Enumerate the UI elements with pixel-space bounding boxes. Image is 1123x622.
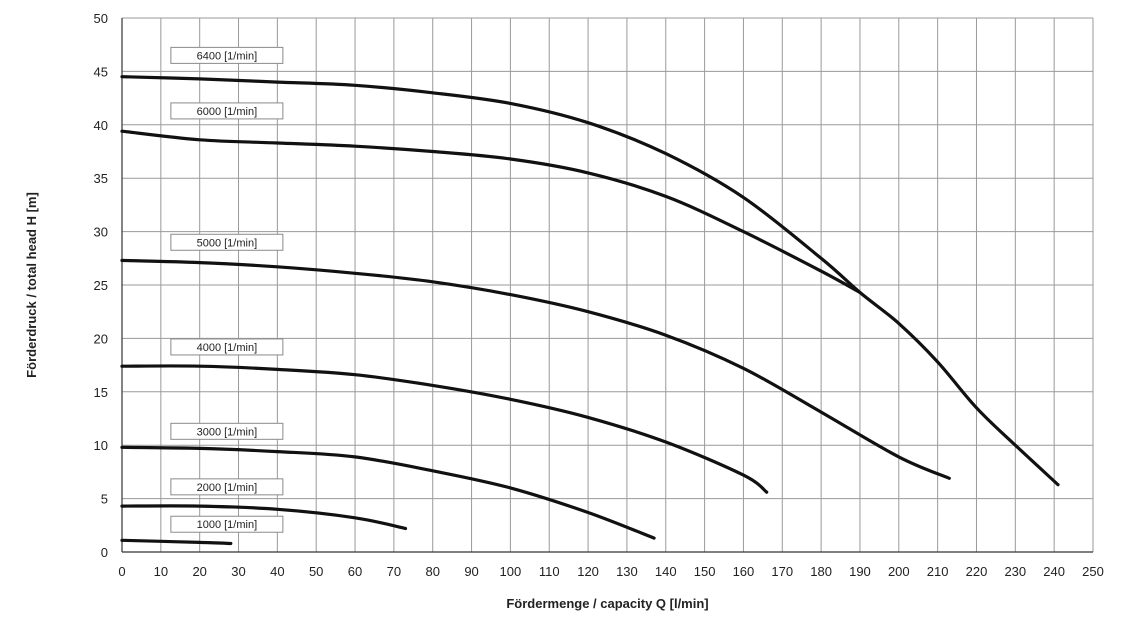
curve-label-text: 6400 [1/min] xyxy=(197,50,258,62)
curve-label-text: 4000 [1/min] xyxy=(197,342,258,354)
curve-label-6400: 6400 [1/min] xyxy=(170,46,284,64)
x-tick-label-4: 40 xyxy=(270,564,284,579)
x-tick-label-5: 50 xyxy=(309,564,323,579)
x-tick-label-22: 220 xyxy=(966,564,988,579)
x-tick-label-10: 100 xyxy=(500,564,522,579)
curve-5000-rpm xyxy=(120,258,951,480)
curve-2000-rpm xyxy=(120,504,408,531)
curve-label-box xyxy=(170,46,284,64)
curve-6000-rpm xyxy=(120,129,862,295)
curve-label-4000: 4000 [1/min] xyxy=(170,338,284,356)
y-axis-title: Förderdruck / total head H [m] xyxy=(24,192,39,378)
y-tick-label-6: 30 xyxy=(94,225,108,240)
x-tick-label-9: 90 xyxy=(464,564,478,579)
x-tick-label-2: 20 xyxy=(192,564,206,579)
curve-label-text: 1000 [1/min] xyxy=(197,519,258,531)
grid xyxy=(121,17,1094,553)
curve-label-box xyxy=(170,422,284,440)
curve-4000-rpm xyxy=(120,364,769,494)
x-tick-label-13: 130 xyxy=(616,564,638,579)
y-tick-label-10: 50 xyxy=(94,11,108,26)
curve-label-box xyxy=(170,233,284,251)
x-tick-label-6: 60 xyxy=(348,564,362,579)
x-tick-label-21: 210 xyxy=(927,564,949,579)
curve-3000-rpm xyxy=(120,445,656,540)
curve-label-box xyxy=(170,515,284,533)
y-tick-label-0: 0 xyxy=(101,545,108,560)
curve-label-1000: 1000 [1/min] xyxy=(170,515,284,533)
curve-label-box xyxy=(170,478,284,496)
y-tick-label-8: 40 xyxy=(94,118,108,133)
y-tick-label-4: 20 xyxy=(94,331,108,346)
curve-label-5000: 5000 [1/min] xyxy=(170,233,284,251)
y-tick-label-7: 35 xyxy=(94,171,108,186)
x-tick-label-24: 240 xyxy=(1043,564,1065,579)
curve-labels: 6400 [1/min] 6000 [1/min] 5000 [1/min] 4000… xyxy=(170,46,284,533)
x-tick-label-7: 70 xyxy=(387,564,401,579)
curves xyxy=(120,75,1060,546)
x-tick-label-16: 160 xyxy=(733,564,755,579)
x-tick-label-14: 140 xyxy=(655,564,677,579)
x-axis-ticks: 0 10 20 30 40 50 60 70 80 90 100 110 120 130 140 150 160… xyxy=(118,564,1103,579)
y-tick-label-1: 5 xyxy=(101,492,108,507)
x-axis-title: Fördermenge / capacity Q [l/min] xyxy=(506,596,708,611)
x-tick-label-25: 250 xyxy=(1082,564,1104,579)
curve-label-text: 3000 [1/min] xyxy=(197,426,258,438)
x-tick-label-11: 110 xyxy=(539,564,560,579)
curve-label-text: 6000 [1/min] xyxy=(197,106,258,118)
x-tick-label-15: 150 xyxy=(694,564,716,579)
x-tick-label-23: 230 xyxy=(1004,564,1026,579)
y-tick-label-3: 15 xyxy=(94,385,108,400)
x-tick-label-19: 190 xyxy=(849,564,871,579)
curve-1000-rpm xyxy=(120,538,233,546)
curve-6400-rpm xyxy=(120,75,1060,487)
curve-label-6000: 6000 [1/min] xyxy=(170,102,284,120)
x-tick-label-20: 200 xyxy=(888,564,910,579)
curve-label-box xyxy=(170,338,284,356)
curve-label-3000: 3000 [1/min] xyxy=(170,422,284,440)
curve-label-text: 2000 [1/min] xyxy=(197,482,258,494)
x-tick-label-12: 120 xyxy=(577,564,599,579)
x-tick-label-17: 170 xyxy=(771,564,793,579)
x-tick-label-18: 180 xyxy=(810,564,832,579)
y-tick-label-9: 45 xyxy=(94,64,108,79)
x-tick-label-1: 10 xyxy=(154,564,168,579)
y-axis-ticks: 0 5 10 15 20 25 30 35 40 45 50 xyxy=(94,11,108,560)
curve-label-2000: 2000 [1/min] xyxy=(170,478,284,496)
curve-label-box xyxy=(170,102,284,120)
y-tick-label-5: 25 xyxy=(94,278,108,293)
x-tick-label-0: 0 xyxy=(118,564,125,579)
x-tick-label-3: 30 xyxy=(231,564,245,579)
x-tick-label-8: 80 xyxy=(425,564,439,579)
y-tick-label-2: 10 xyxy=(94,438,108,453)
curve-label-text: 5000 [1/min] xyxy=(197,237,258,249)
